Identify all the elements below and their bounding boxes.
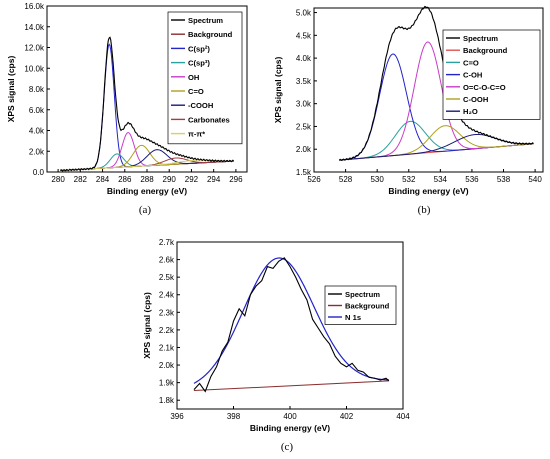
y-tick-label: 14.0k	[24, 23, 45, 32]
chart-panel-a: 280 282 284 286 288 290 292 294 296 0.0 2.0k 4.0k 6.…	[6, 2, 248, 216]
y-tick-label: 2.0k	[159, 361, 175, 370]
x-tick-label: 536	[465, 175, 479, 184]
series-line	[339, 125, 534, 161]
legend-label: C=O	[463, 58, 479, 67]
panel-caption: (a)	[139, 204, 152, 216]
legend-label: C=O	[188, 87, 204, 96]
legend-label: N 1s	[345, 313, 361, 322]
legend-label: -COOH	[188, 101, 213, 110]
y-tick-label: 1.5k	[296, 168, 312, 177]
y-tick-label: 12.0k	[24, 44, 45, 53]
series-line	[59, 36, 235, 172]
background-line	[193, 380, 389, 392]
legend: Spectrum Background C(sp²) C(sp³) OH C=O -COOH…	[167, 11, 243, 145]
x-tick-label: 538	[497, 175, 511, 184]
legend-label: Spectrum	[188, 16, 223, 25]
x-axis-label: Binding energy (eV)	[388, 186, 468, 196]
y-tick-label: 5.0k	[296, 9, 312, 18]
legend: Spectrum Background C=O C-OH O=C-O-C=O C-OOH H…	[442, 29, 541, 120]
x-tick-label: 396	[170, 412, 184, 421]
y-tick-label: 2.4k	[159, 291, 175, 300]
legend-label: OH	[188, 73, 199, 82]
series-line	[193, 257, 390, 393]
y-tick-label: 3.5k	[296, 77, 312, 86]
x-axis-label: Binding energy (eV)	[250, 423, 330, 433]
y-tick-label: 2.3k	[159, 308, 175, 317]
series-line	[193, 257, 389, 384]
x-tick-label: 398	[227, 412, 241, 421]
y-tick-label: 8.0k	[29, 85, 45, 94]
x-tick-label: 400	[283, 412, 297, 421]
y-tick-label: 1.8k	[159, 396, 175, 405]
x-tick-label: 404	[396, 412, 410, 421]
y-tick-label: 0.0	[33, 168, 45, 177]
x-tick-label: 402	[340, 412, 354, 421]
y-tick-label: 2.5k	[159, 273, 175, 282]
y-tick-label: 2.5k	[296, 122, 312, 131]
legend: Spectrum Background N 1s	[324, 285, 397, 325]
y-axis-label: XPS signal (cps)	[142, 292, 152, 359]
chart-panel-c: 396 398 400 402 404 1.8k 1.9k 2.0k 2.1k 2.2k 2.3k 2…	[142, 238, 410, 453]
legend-label: H₂O	[463, 107, 478, 116]
x-tick-label: 284	[96, 175, 110, 184]
legend-label: Spectrum	[463, 34, 498, 43]
panel-caption: (c)	[281, 441, 294, 453]
chart-panel-b: 526 528 530 532 534 536 538 540 1.5k 2.0k 2.5k 3.0k…	[273, 5, 544, 216]
legend-label: C-OOH	[463, 95, 488, 104]
y-tick-label: 2.1k	[159, 343, 175, 352]
legend-label: C-OH	[463, 71, 482, 80]
y-tick-label: 2.7k	[159, 238, 175, 247]
y-tick-label: 1.9k	[159, 379, 175, 388]
y-tick-label: 2.2k	[159, 326, 175, 335]
x-tick-label: 540	[528, 175, 542, 184]
legend-label: Background	[463, 46, 508, 55]
legend-label: π-π*	[188, 130, 205, 139]
y-tick-label: 4.0k	[29, 127, 45, 136]
x-tick-label: 534	[434, 175, 448, 184]
legend-label: Background	[188, 30, 233, 39]
x-tick-label: 294	[207, 175, 221, 184]
panel-caption: (b)	[418, 204, 431, 216]
series-line	[60, 144, 234, 171]
x-tick-label: 286	[118, 175, 132, 184]
y-tick-label: 16.0k	[24, 2, 45, 11]
legend-label: C(sp²)	[188, 44, 210, 53]
x-tick-label: 526	[307, 175, 321, 184]
x-tick-label: 280	[51, 175, 65, 184]
y-tick-label: 2.0k	[29, 147, 45, 156]
x-tick-label: 530	[370, 175, 384, 184]
y-axis-label: XPS signal (cps)	[273, 57, 283, 124]
x-tick-label: 290	[163, 175, 177, 184]
x-tick-label: 296	[229, 175, 243, 184]
x-tick-label: 282	[74, 175, 88, 184]
y-tick-label: 4.5k	[296, 31, 312, 40]
y-tick-label: 4.0k	[296, 54, 312, 63]
x-tick-label: 532	[402, 175, 416, 184]
x-tick-label: 288	[140, 175, 154, 184]
legend-label: C(sp³)	[188, 59, 210, 68]
y-tick-label: 2.6k	[159, 256, 175, 265]
legend-label: Carbonates	[188, 115, 230, 124]
x-tick-label: 292	[185, 175, 199, 184]
x-tick-label: 528	[339, 175, 353, 184]
y-tick-label: 6.0k	[29, 106, 45, 115]
y-tick-label: 10.0k	[24, 64, 45, 73]
series-line	[338, 5, 534, 162]
legend-label: Spectrum	[345, 290, 380, 299]
legend-label: Background	[345, 302, 390, 311]
y-tick-label: 2.0k	[296, 145, 312, 154]
y-axis-label: XPS signal (cps)	[6, 56, 16, 123]
legend-label: O=C-O-C=O	[463, 83, 506, 92]
x-axis-label: Binding energy (eV)	[107, 186, 187, 196]
y-tick-label: 3.0k	[296, 100, 312, 109]
